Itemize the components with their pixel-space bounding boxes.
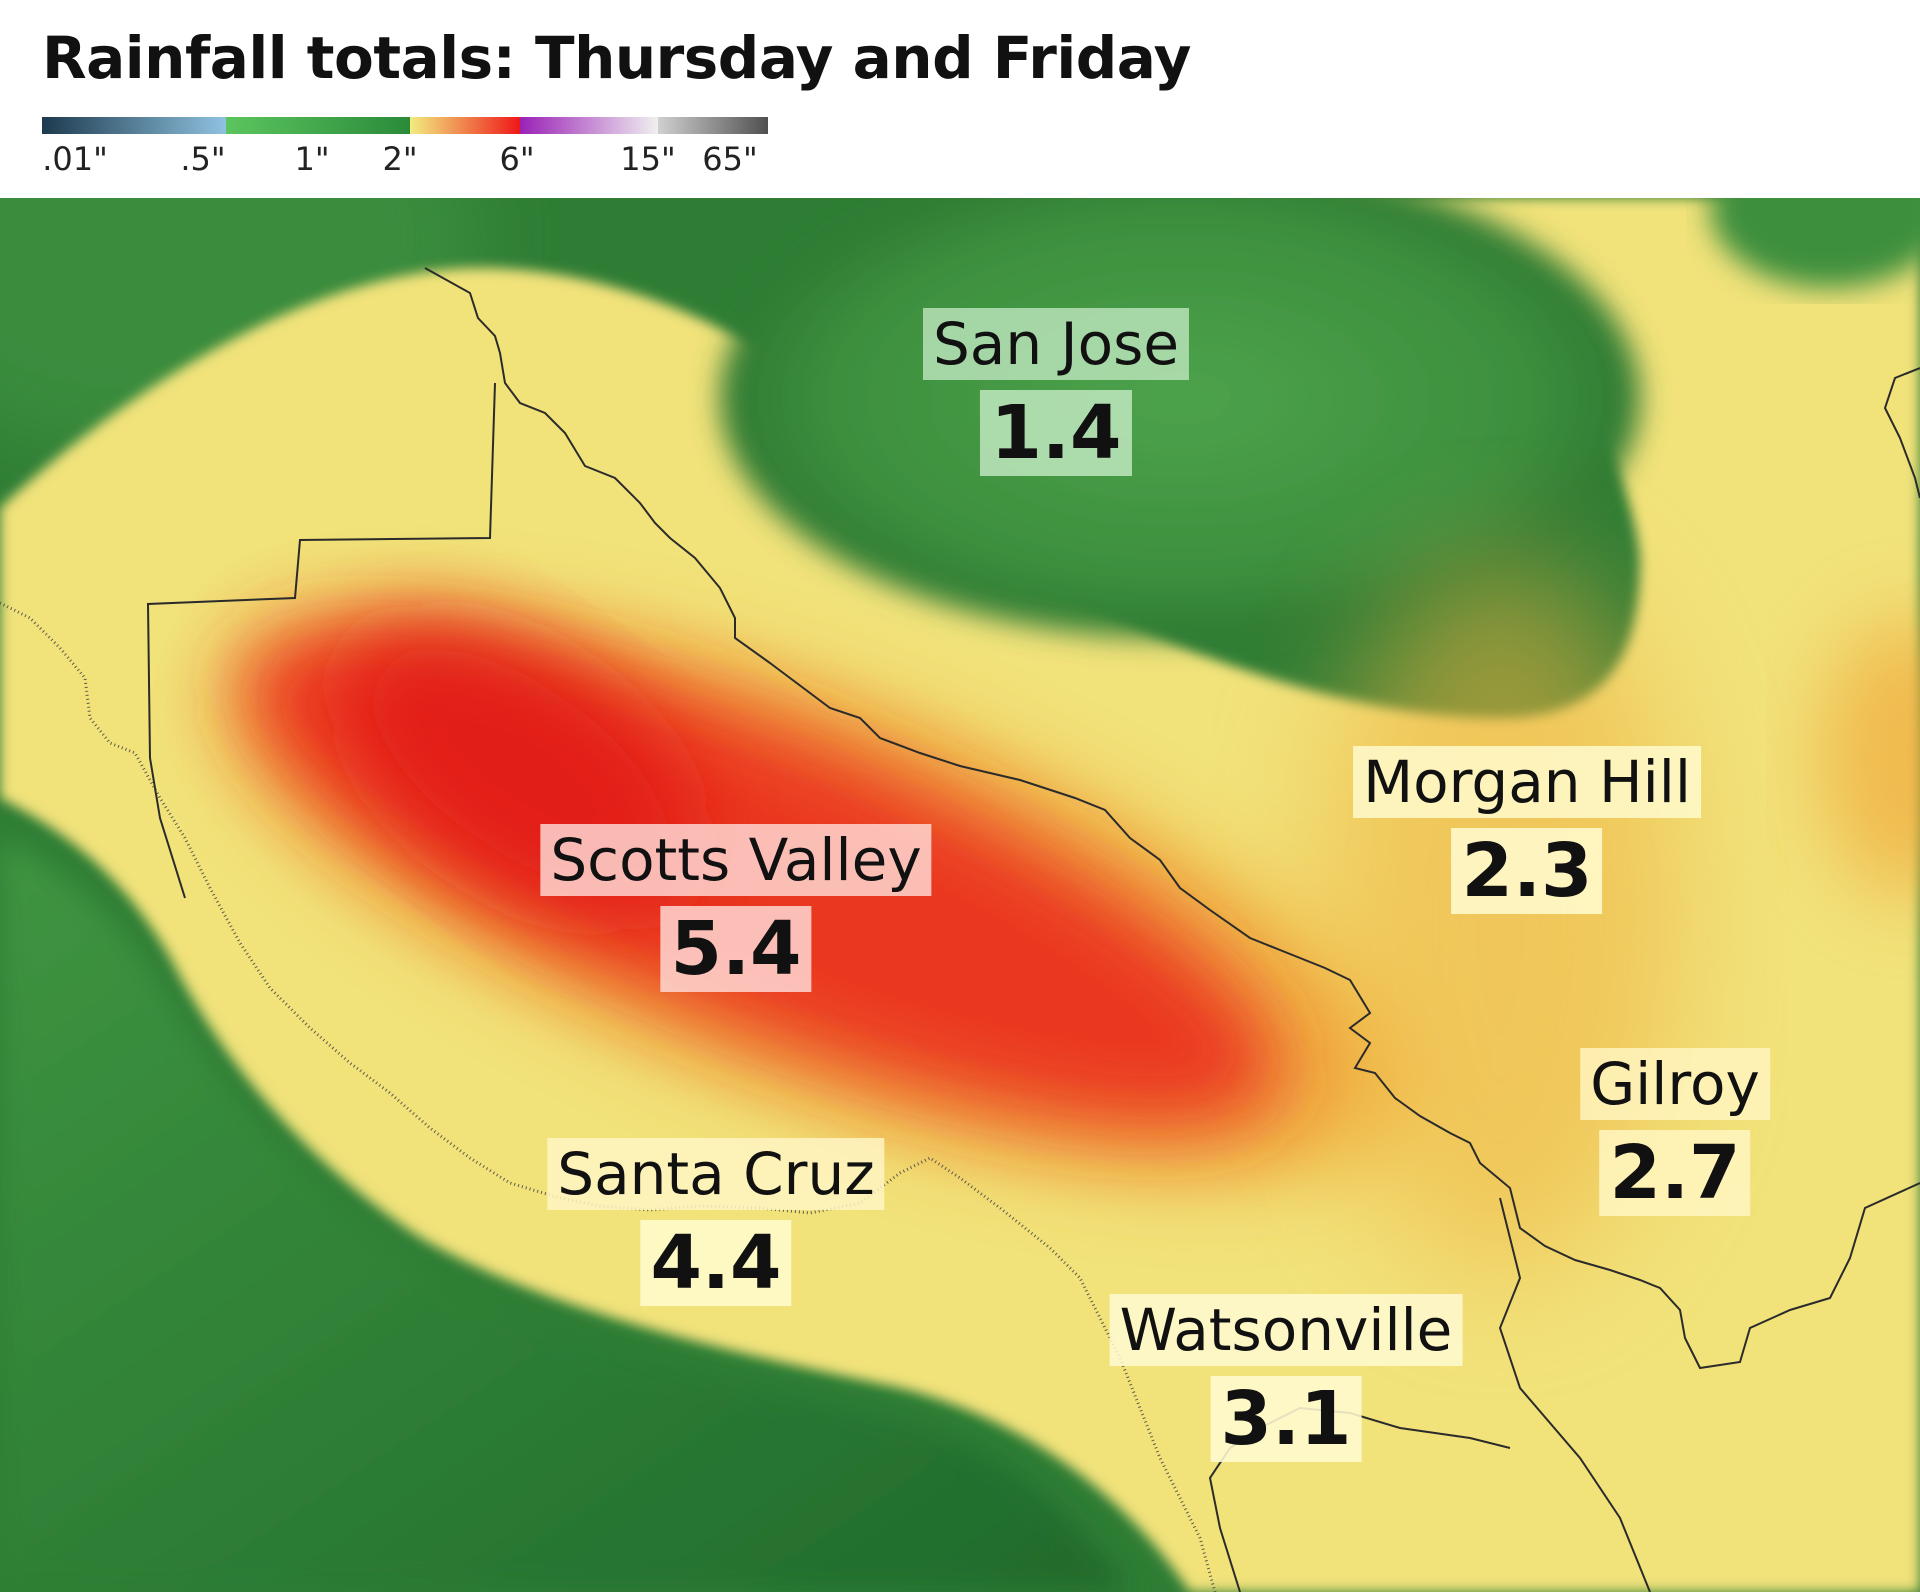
green-zone-southwest — [0, 838, 1130, 1592]
rainfall-value: 2.3 — [1451, 828, 1603, 914]
city-name: Morgan Hill — [1353, 746, 1701, 818]
legend-segment-3 — [519, 117, 658, 134]
county-line-san-mateo — [146, 382, 496, 899]
legend-segment-4 — [657, 117, 768, 134]
city-morgan-hill: Morgan Hill 2.3 — [1353, 746, 1701, 914]
city-scotts-valley: Scotts Valley 5.4 — [540, 824, 932, 992]
city-watsonville: Watsonville 3.1 — [1109, 1294, 1463, 1462]
city-name: Watsonville — [1109, 1294, 1463, 1366]
map-title: Rainfall totals: Thursday and Friday — [42, 24, 1191, 92]
legend-label-2in: 2" — [382, 140, 418, 178]
rainfall-legend-bar — [42, 117, 768, 134]
rainfall-map: San Jose 1.4 Morgan Hill 2.3 Scotts Vall… — [0, 198, 1920, 1592]
city-name: San Jose — [922, 308, 1190, 380]
legend-label-6in: 6" — [499, 140, 535, 178]
legend-segment-1 — [225, 117, 410, 134]
city-san-jose: San Jose 1.4 — [922, 308, 1190, 476]
city-santa-cruz: Santa Cruz 4.4 — [547, 1138, 885, 1306]
legend-segment-0 — [42, 117, 226, 134]
orange-zone-east — [1820, 618, 1920, 898]
legend-label-65in: 65" — [702, 140, 758, 178]
rainfall-value: 1.4 — [980, 390, 1132, 476]
city-name: Scotts Valley — [540, 824, 932, 896]
rainfall-value: 2.7 — [1599, 1130, 1751, 1216]
legend-label-15in: 15" — [620, 140, 676, 178]
city-name: Santa Cruz — [547, 1138, 885, 1210]
green-zone-northeast — [1710, 198, 1920, 288]
city-name: Gilroy — [1580, 1048, 1770, 1120]
legend-segment-2 — [409, 117, 520, 134]
county-line-san-benito — [1498, 1197, 1651, 1592]
county-line-santa-clara — [424, 267, 1920, 1370]
green-zone-san-jose — [720, 198, 1640, 638]
legend-label-1in: 1" — [294, 140, 330, 178]
county-line-east — [1883, 367, 1920, 499]
header: Rainfall totals: Thursday and Friday .01… — [0, 0, 1920, 198]
rainfall-value: 4.4 — [640, 1220, 792, 1306]
rainfall-value: 5.4 — [660, 906, 812, 992]
legend-label-0.01in: .01" — [42, 140, 108, 178]
city-gilroy: Gilroy 2.7 — [1580, 1048, 1770, 1216]
rainfall-value: 3.1 — [1210, 1376, 1362, 1462]
legend-label-0.5in: .5" — [180, 140, 226, 178]
